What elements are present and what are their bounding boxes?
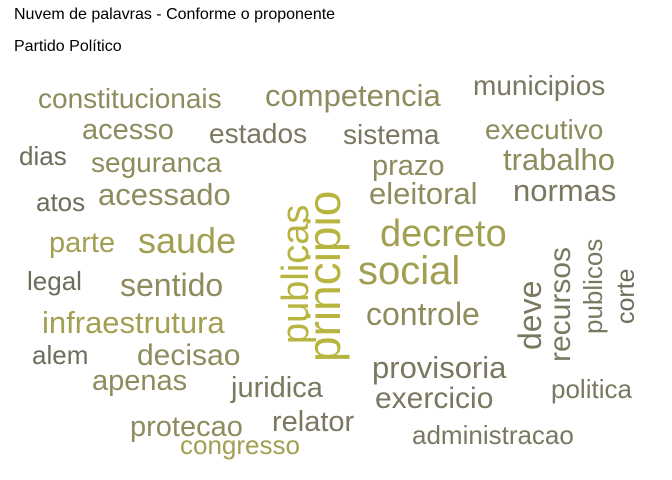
- word-administracao: administracao: [412, 420, 574, 450]
- word-corte: corte: [612, 268, 640, 324]
- word-provisoria: provisoria: [372, 350, 507, 385]
- word-controle: controle: [366, 296, 480, 332]
- word-atos: atos: [36, 187, 85, 217]
- word-competencia: competencia: [265, 78, 442, 113]
- word-decreto: decreto: [380, 213, 507, 255]
- word-saude: saude: [138, 220, 236, 261]
- word-acessado: acessado: [98, 177, 231, 212]
- word-trabalho: trabalho: [503, 142, 615, 177]
- word-politica: politica: [551, 374, 632, 404]
- word-executivo: executivo: [485, 114, 603, 145]
- word-estados: estados: [209, 118, 307, 149]
- word-juridica: juridica: [230, 372, 324, 404]
- word-parte: parte: [49, 227, 115, 259]
- word-congresso: congresso: [180, 430, 300, 460]
- page-title: Nuvem de palavras - Conforme o proponent…: [14, 6, 336, 23]
- word-infraestrutura: infraestrutura: [42, 305, 225, 340]
- word-decisao: decisao: [137, 339, 240, 372]
- word-legal: legal: [27, 266, 82, 296]
- word-acesso: acesso: [82, 114, 174, 146]
- word-principio: principio: [298, 191, 350, 362]
- word-seguranca: seguranca: [91, 147, 222, 178]
- word-publicos: publicos: [578, 239, 608, 334]
- word-protecao: protecao: [130, 411, 243, 443]
- word-prazo: prazo: [372, 150, 445, 182]
- word-sistema: sistema: [343, 119, 440, 150]
- word-normas: normas: [513, 173, 616, 208]
- page-subtitle: Partido Político: [14, 38, 122, 55]
- word-eleitoral: eleitoral: [369, 176, 478, 211]
- word-recursos: recursos: [544, 247, 577, 362]
- word-sentido: sentido: [120, 267, 223, 303]
- word-constitucionais: constitucionais: [38, 83, 222, 114]
- word-publicas: publicas: [275, 205, 317, 344]
- word-alem: alem: [32, 340, 88, 370]
- word-social: social: [358, 249, 460, 293]
- word-deve: deve: [512, 281, 548, 350]
- word-exercicio: exercicio: [375, 382, 493, 415]
- word-relator: relator: [272, 406, 355, 438]
- word-dias: dias: [19, 141, 67, 171]
- word-municipios: municipios: [473, 70, 605, 101]
- word-apenas: apenas: [92, 365, 187, 397]
